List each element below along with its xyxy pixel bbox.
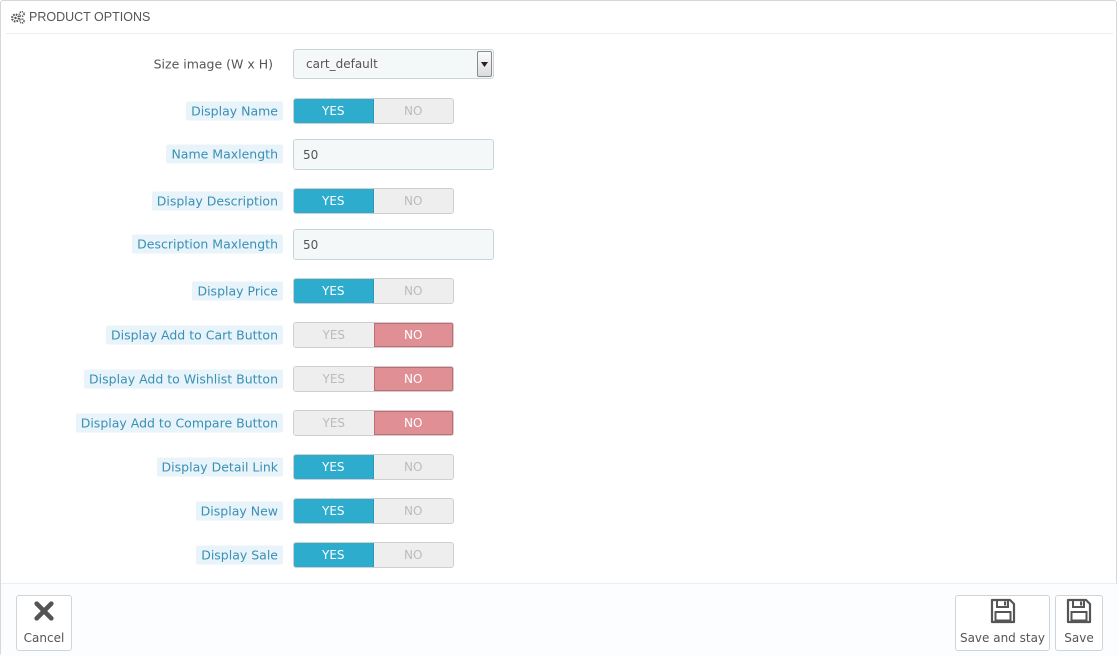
display-add-to-wishlist-no[interactable]: NO: [373, 367, 453, 391]
display-detail-link-no[interactable]: NO: [373, 455, 453, 479]
display-name-no[interactable]: NO: [373, 99, 453, 123]
display-add-to-wishlist-yes[interactable]: YES: [294, 367, 374, 391]
display-name-yes[interactable]: YES: [294, 99, 374, 123]
cogs-icon: [10, 10, 26, 24]
display-add-to-cart-yes[interactable]: YES: [294, 323, 374, 347]
row-description-maxlength: Description Maxlength 50: [1, 229, 1118, 260]
name-maxlength-label: Name Maxlength: [166, 144, 283, 164]
display-new-label: Display New: [195, 501, 283, 521]
cancel-button[interactable]: Cancel: [16, 595, 72, 651]
display-detail-link-label: Display Detail Link: [156, 457, 283, 477]
display-price-switch[interactable]: YES NO: [293, 278, 454, 304]
display-add-to-compare-switch[interactable]: YES NO: [293, 410, 454, 436]
display-add-to-compare-no[interactable]: NO: [373, 411, 453, 435]
size-image-select[interactable]: cart_default: [293, 49, 494, 79]
panel-heading: PRODUCT OPTIONS: [6, 1, 1113, 34]
chevron-down-icon[interactable]: [477, 51, 492, 77]
panel-footer: Cancel Save and stay: [1, 583, 1118, 656]
display-detail-link-yes[interactable]: YES: [294, 455, 374, 479]
display-name-switch[interactable]: YES NO: [293, 98, 454, 124]
display-new-switch[interactable]: YES NO: [293, 498, 454, 524]
display-add-to-cart-label: Display Add to Cart Button: [105, 325, 283, 345]
description-maxlength-input[interactable]: 50: [293, 229, 494, 260]
save-button-label: Save: [1064, 631, 1094, 645]
display-price-no[interactable]: NO: [373, 279, 453, 303]
row-display-add-to-compare: Display Add to Compare Button YES NO: [1, 408, 1118, 438]
display-description-yes[interactable]: YES: [294, 189, 374, 213]
description-maxlength-label: Description Maxlength: [132, 234, 283, 254]
display-price-yes[interactable]: YES: [294, 279, 374, 303]
save-and-stay-button[interactable]: Save and stay: [955, 595, 1050, 651]
row-display-new: Display New YES NO: [1, 496, 1118, 526]
row-display-detail-link: Display Detail Link YES NO: [1, 452, 1118, 482]
display-description-switch[interactable]: YES NO: [293, 188, 454, 214]
name-maxlength-input[interactable]: 50: [293, 139, 494, 170]
display-add-to-cart-switch[interactable]: YES NO: [293, 322, 454, 348]
display-name-label: Display Name: [186, 101, 283, 121]
floppy-disk-icon: [1065, 597, 1093, 625]
display-description-no[interactable]: NO: [373, 189, 453, 213]
save-button[interactable]: Save: [1055, 595, 1103, 651]
save-and-stay-button-label: Save and stay: [959, 631, 1046, 645]
row-display-sale: Display Sale YES NO: [1, 540, 1118, 570]
display-new-no[interactable]: NO: [373, 499, 453, 523]
display-sale-yes[interactable]: YES: [294, 543, 374, 567]
display-add-to-wishlist-label: Display Add to Wishlist Button: [84, 369, 283, 389]
row-display-price: Display Price YES NO: [1, 276, 1118, 306]
display-add-to-compare-label: Display Add to Compare Button: [75, 413, 283, 433]
size-image-label: Size image (W x H): [153, 56, 273, 72]
display-sale-label: Display Sale: [196, 545, 283, 565]
close-icon: [30, 597, 58, 625]
row-display-name: Display Name YES NO: [1, 96, 1118, 126]
description-maxlength-value: 50: [303, 237, 319, 252]
display-add-to-cart-no[interactable]: NO: [373, 323, 453, 347]
display-add-to-compare-yes[interactable]: YES: [294, 411, 374, 435]
floppy-disk-icon: [989, 597, 1017, 625]
row-display-add-to-wishlist: Display Add to Wishlist Button YES NO: [1, 364, 1118, 394]
name-maxlength-value: 50: [303, 147, 319, 162]
row-name-maxlength: Name Maxlength 50: [1, 139, 1118, 170]
cancel-button-label: Cancel: [23, 631, 65, 645]
row-display-description: Display Description YES NO: [1, 186, 1118, 216]
size-image-value: cart_default: [306, 57, 378, 71]
display-description-label: Display Description: [151, 191, 283, 211]
display-sale-no[interactable]: NO: [373, 543, 453, 567]
display-new-yes[interactable]: YES: [294, 499, 374, 523]
display-sale-switch[interactable]: YES NO: [293, 542, 454, 568]
display-detail-link-switch[interactable]: YES NO: [293, 454, 454, 480]
row-display-add-to-cart: Display Add to Cart Button YES NO: [1, 320, 1118, 350]
row-size-image: Size image (W x H) cart_default: [1, 49, 1118, 79]
panel-title: PRODUCT OPTIONS: [29, 10, 151, 24]
display-price-label: Display Price: [192, 281, 283, 301]
display-add-to-wishlist-switch[interactable]: YES NO: [293, 366, 454, 392]
